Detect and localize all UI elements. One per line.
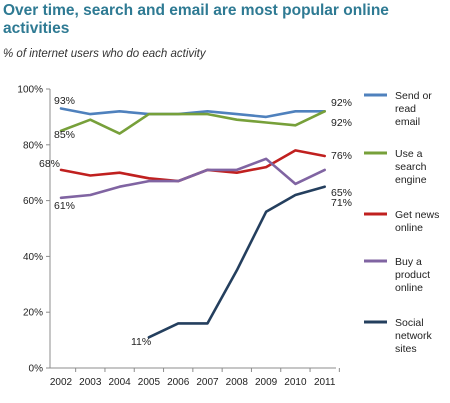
legend-item: Get news online [395,209,439,234]
x-tick-label: 2008 [226,377,249,388]
y-tick-label: 100% [17,85,43,96]
legend-label: Social network sites [395,317,433,355]
x-tick-label: 2004 [108,377,131,388]
x-tick-label: 2010 [284,377,307,388]
data-label: 71% [331,197,352,209]
y-tick-label: 40% [23,252,43,263]
axes: 0% 20% 40% 60% 80% 100% 2002 2003 2004 2005 2006 20… [17,85,340,388]
data-label: 76% [331,150,352,162]
legend-label: Use a search engine [395,148,427,186]
legend-label: Get news online [395,209,439,234]
data-label: 11% [131,336,151,348]
y-tick-label: 20% [23,308,43,319]
series-line [59,110,326,135]
data-labels: 93% 92% 85% 92% 68% 76% 61% 71% 11% 65% [39,95,352,348]
y-tick-label: 60% [23,196,43,207]
chart-subtitle: % of internet users who do each activity [3,48,206,60]
x-tick-label: 2002 [50,377,73,388]
series-line [59,107,326,119]
legend-item: Send or read email [395,90,432,128]
legend-item: Social network sites [395,317,433,355]
y-tick-label: 80% [23,140,43,151]
x-tick-label: 2007 [196,377,219,388]
legend-item: Use a search engine [395,148,427,186]
y-tick-label: 0% [29,364,44,375]
x-tick-label: 2005 [138,377,161,388]
series-line [59,157,326,200]
legend-item: Buy a product online [395,256,430,294]
data-label: 93% [54,95,75,107]
data-label: 61% [54,200,75,212]
data-label: 68% [39,158,60,170]
data-label: 92% [331,97,352,109]
series-line [147,185,326,339]
chart-title: Over time, search and email are most pop… [3,2,389,37]
data-label: 85% [54,129,75,141]
legend: Send or read email Use a search engine Get new… [364,90,439,355]
x-tick-label: 2009 [255,377,278,388]
data-label: 65% [331,187,352,199]
x-tick-label: 2003 [79,377,102,388]
x-tick-label: 2006 [167,377,190,388]
legend-label: Send or read email [395,90,432,128]
legend-label: Buy a product online [395,256,430,294]
data-label: 92% [331,117,352,129]
x-tick-label: 2011 [314,377,336,388]
series-layer [59,107,326,339]
